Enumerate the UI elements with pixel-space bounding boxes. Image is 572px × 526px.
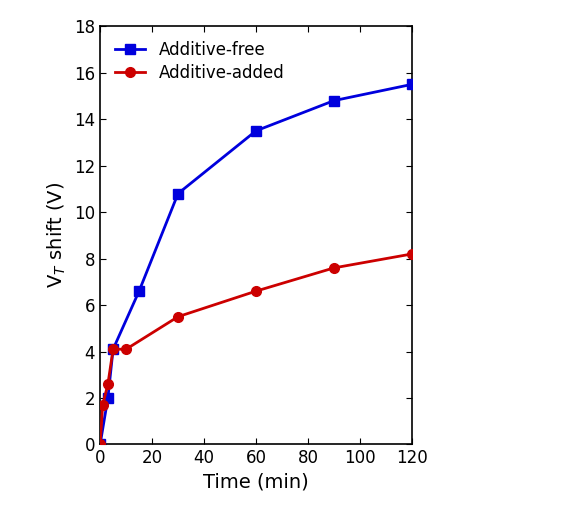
Additive-free [110, 346, 117, 352]
Additive-free [97, 441, 104, 448]
Legend: Additive-free, Additive-added: Additive-free, Additive-added [109, 35, 291, 89]
Additive-added [97, 441, 104, 448]
Additive-free [331, 97, 337, 104]
Additive-added [122, 346, 129, 352]
X-axis label: Time (min): Time (min) [203, 473, 309, 492]
Additive-added [408, 251, 415, 257]
Line: Additive-free: Additive-free [96, 79, 416, 449]
Additive-free [408, 81, 415, 87]
Additive-added [100, 402, 106, 408]
Additive-added [174, 313, 181, 320]
Additive-added [253, 288, 260, 295]
Line: Additive-added: Additive-added [96, 249, 416, 449]
Y-axis label: V$_T$ shift (V): V$_T$ shift (V) [46, 183, 69, 288]
Additive-free [136, 288, 142, 295]
Additive-free [174, 190, 181, 197]
Additive-free [253, 128, 260, 134]
Additive-added [331, 265, 337, 271]
Additive-added [110, 346, 117, 352]
Additive-added [105, 381, 112, 387]
Additive-free [105, 395, 112, 401]
